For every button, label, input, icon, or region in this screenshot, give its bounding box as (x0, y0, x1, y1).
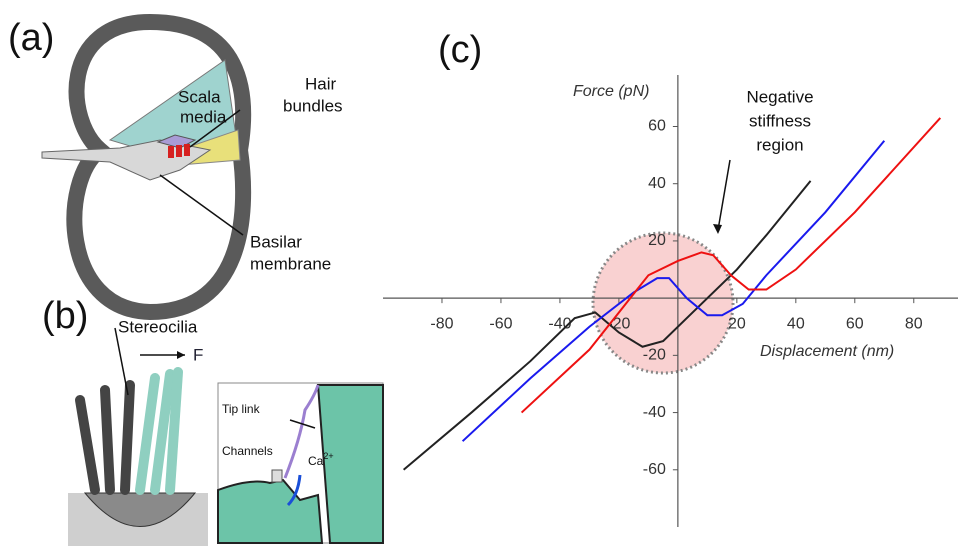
x-tick-label: 40 (787, 315, 805, 332)
label: Tip link (222, 402, 261, 416)
label: bundles (283, 96, 343, 115)
label: 2+ (323, 451, 333, 461)
x-tick-label: -80 (430, 315, 453, 332)
panel-label: (a) (8, 17, 54, 59)
annotation: Negative (746, 87, 813, 106)
cochlea-diagram (42, 22, 243, 312)
annotation: stiffness (749, 111, 811, 130)
label: Hair (305, 74, 337, 93)
x-tick-label: 20 (728, 315, 746, 332)
series-line (522, 118, 941, 413)
stereocilia-diagram (68, 328, 383, 546)
label: Channels (222, 444, 273, 458)
y-tick-label: 60 (648, 118, 666, 135)
panel-label: (b) (42, 295, 88, 337)
x-tick-label: 80 (905, 315, 923, 332)
y-tick-label: -20 (643, 347, 666, 364)
panel-label: (c) (438, 29, 482, 71)
label: Ca (308, 454, 324, 468)
label: F (193, 345, 203, 364)
y-tick-label: 40 (648, 175, 666, 192)
y-tick-label: -40 (643, 404, 666, 421)
label: membrane (250, 254, 331, 273)
y-axis-label: Force (pN) (573, 83, 649, 100)
arrowhead (713, 224, 722, 234)
label: Stereocilia (118, 317, 198, 336)
annotation: region (756, 135, 803, 154)
annotation-arrow (718, 160, 730, 230)
label: Basilar (250, 232, 302, 251)
label: media (180, 107, 227, 126)
x-axis-label: Displacement (nm) (760, 343, 894, 360)
y-tick-label: 20 (648, 232, 666, 249)
label: Scala (178, 87, 221, 106)
x-tick-label: 60 (846, 315, 864, 332)
figure: (a) Scala media Hair bundles Basilar mem… (0, 0, 971, 546)
x-tick-label: -60 (489, 315, 512, 332)
y-tick-label: -60 (643, 461, 666, 478)
